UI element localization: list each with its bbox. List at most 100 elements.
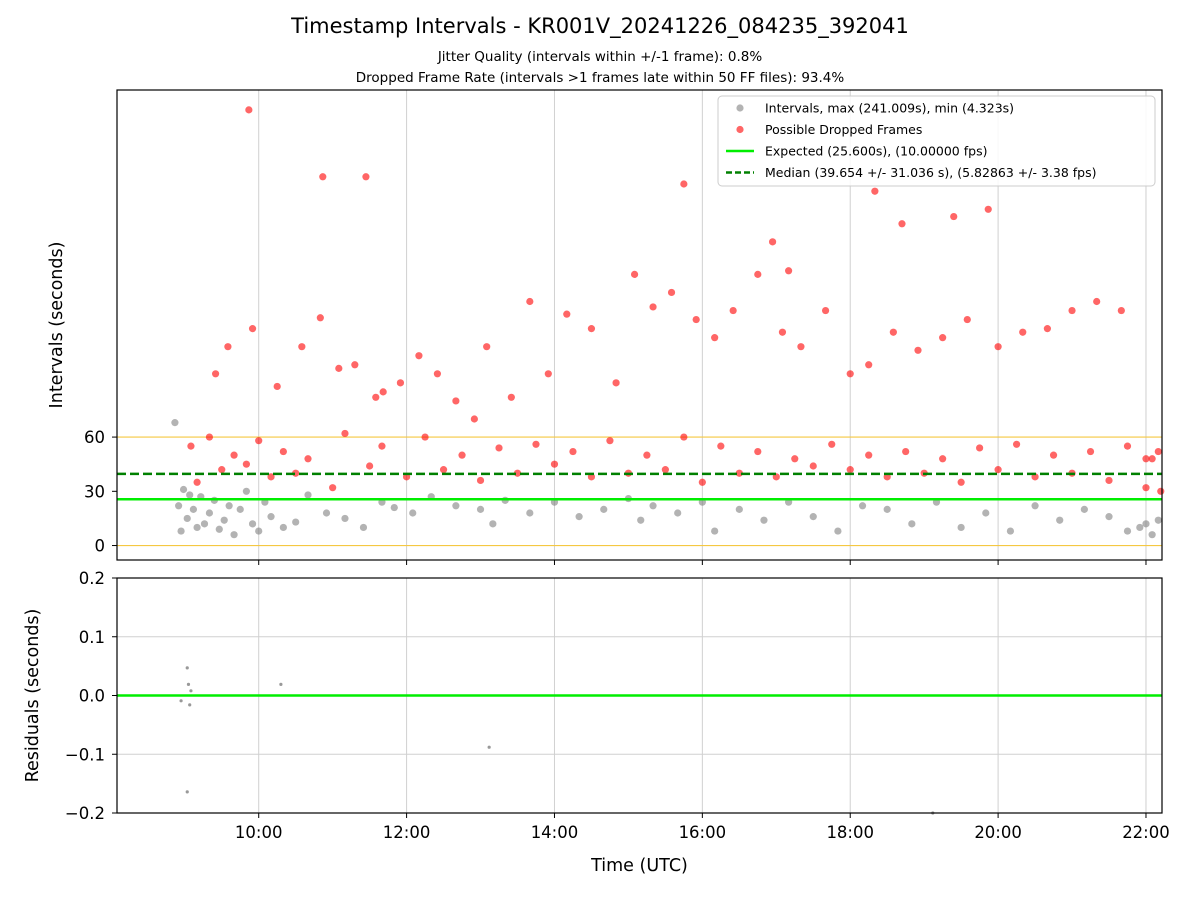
- dropped-frame-point: [821, 306, 830, 315]
- dropped-frame-point: [1117, 306, 1125, 315]
- residual-point: [179, 699, 183, 703]
- dropped-frame-point: [316, 314, 324, 322]
- interval-point: [1142, 520, 1150, 528]
- interval-point: [230, 531, 238, 539]
- dropped-frame-point: [255, 437, 263, 445]
- y-tick-label-bottom: −0.1: [65, 745, 105, 764]
- dropped-frame-point: [729, 306, 737, 315]
- interval-point: [637, 516, 645, 524]
- x-tick-label: 18:00: [826, 823, 874, 842]
- dropped-frame-point: [1142, 484, 1150, 492]
- dropped-frame-point: [698, 478, 706, 486]
- dropped-frame-point: [630, 270, 639, 278]
- residual-point: [186, 682, 191, 686]
- residual-point: [185, 666, 189, 670]
- dropped-frame-point: [378, 442, 386, 450]
- dropped-frame-point: [797, 343, 805, 351]
- dropped-frame-point: [495, 444, 503, 452]
- dropped-frame-point: [279, 447, 287, 456]
- dropped-frame-point: [889, 328, 897, 336]
- interval-point: [341, 514, 349, 523]
- interval-point: [292, 518, 300, 526]
- interval-point: [279, 523, 287, 532]
- interval-point: [242, 487, 250, 495]
- interval-point: [452, 502, 460, 510]
- interval-point: [1031, 502, 1039, 510]
- y-tick-label-top: 30: [84, 482, 105, 501]
- dropped-frame-point: [994, 466, 1002, 474]
- intervals-panel: 0 30 60 Intervals (seconds) Intervals, max (…: [47, 89, 1165, 565]
- legend-label-1: Possible Dropped Frames: [765, 122, 922, 137]
- dropped-frame-point: [846, 370, 854, 378]
- dropped-frame-point: [1105, 476, 1113, 485]
- dropped-frame-point: [957, 478, 965, 486]
- dropped-frame-point: [865, 451, 873, 459]
- interval-point: [225, 502, 233, 510]
- dropped-frame-point: [329, 484, 337, 492]
- legend-marker-1: [736, 125, 744, 134]
- interval-point: [834, 527, 842, 535]
- interval-point: [600, 505, 608, 513]
- dropped-frame-point: [902, 447, 910, 456]
- interval-point: [171, 419, 179, 427]
- dropped-frame-point: [898, 220, 906, 228]
- dropped-frame-point: [1019, 328, 1027, 336]
- dropped-frame-point: [267, 473, 275, 481]
- residuals-panel: 10:00 12:00 14:00 16:00 18:00 20:00 22:00 −0.2 −…: [23, 569, 1170, 876]
- y-axis-label-top: Intervals (seconds): [47, 242, 67, 409]
- dropped-frame-point: [298, 343, 306, 351]
- interval-point: [1006, 527, 1015, 535]
- y-tick-label-top: 60: [84, 428, 105, 447]
- dropped-frame-point: [211, 370, 220, 378]
- interval-point: [236, 505, 244, 513]
- dropped-frame-point: [245, 106, 253, 114]
- dropped-frame-point: [667, 288, 676, 297]
- interval-point: [359, 523, 368, 532]
- interval-point: [1105, 513, 1113, 521]
- dropped-frame-point: [1086, 447, 1095, 456]
- interval-point: [1056, 516, 1064, 524]
- plot-frame-bottom: [116, 577, 1163, 814]
- dropped-frame-point: [939, 455, 947, 463]
- legend-marker-0: [736, 104, 744, 112]
- dropped-frame-point: [362, 173, 370, 181]
- dropped-frame-point: [248, 325, 257, 333]
- dropped-frame-point: [778, 328, 787, 336]
- dropped-frame-point: [458, 451, 466, 459]
- interval-point: [858, 502, 867, 510]
- residual-point: [188, 703, 192, 707]
- interval-point: [205, 509, 214, 517]
- dropped-frame-point: [871, 187, 879, 195]
- dropped-frame-point: [754, 270, 762, 278]
- x-tick-label: 20:00: [974, 823, 1022, 842]
- dropped-frame-point: [984, 205, 992, 213]
- interval-point: [735, 505, 743, 513]
- residual-points: [179, 666, 935, 815]
- dropped-frame-point: [1068, 306, 1076, 315]
- dropped-frame-point: [1123, 442, 1132, 450]
- interval-point: [649, 502, 657, 510]
- interval-point: [1154, 516, 1162, 524]
- dropped-frame-point: [319, 173, 327, 181]
- dropped-frame-point: [643, 451, 651, 459]
- interval-point: [186, 491, 194, 499]
- dropped-frame-point: [976, 444, 984, 452]
- interval-point: [193, 523, 201, 532]
- legend-label-2: Expected (25.600s), (10.00000 fps): [765, 144, 987, 159]
- chart-title: Timestamp Intervals - KR001V_20241226_08…: [291, 14, 909, 38]
- interval-point: [220, 516, 228, 524]
- dropped-frame-point: [963, 315, 971, 324]
- dropped-frame-point: [1012, 440, 1021, 448]
- interval-point: [390, 503, 398, 512]
- dropped-frame-point: [649, 303, 657, 311]
- dropped-frame-point: [372, 393, 380, 401]
- interval-point: [711, 527, 719, 535]
- dropped-frame-point: [563, 310, 571, 318]
- interval-point: [957, 523, 965, 532]
- plot-frame-top: [116, 89, 1163, 561]
- dropped-frame-point: [415, 352, 423, 360]
- dropped-frame-point: [606, 437, 614, 445]
- interval-point: [304, 491, 312, 499]
- dropped-frame-point: [680, 180, 688, 188]
- x-tick-label: 16:00: [679, 823, 727, 842]
